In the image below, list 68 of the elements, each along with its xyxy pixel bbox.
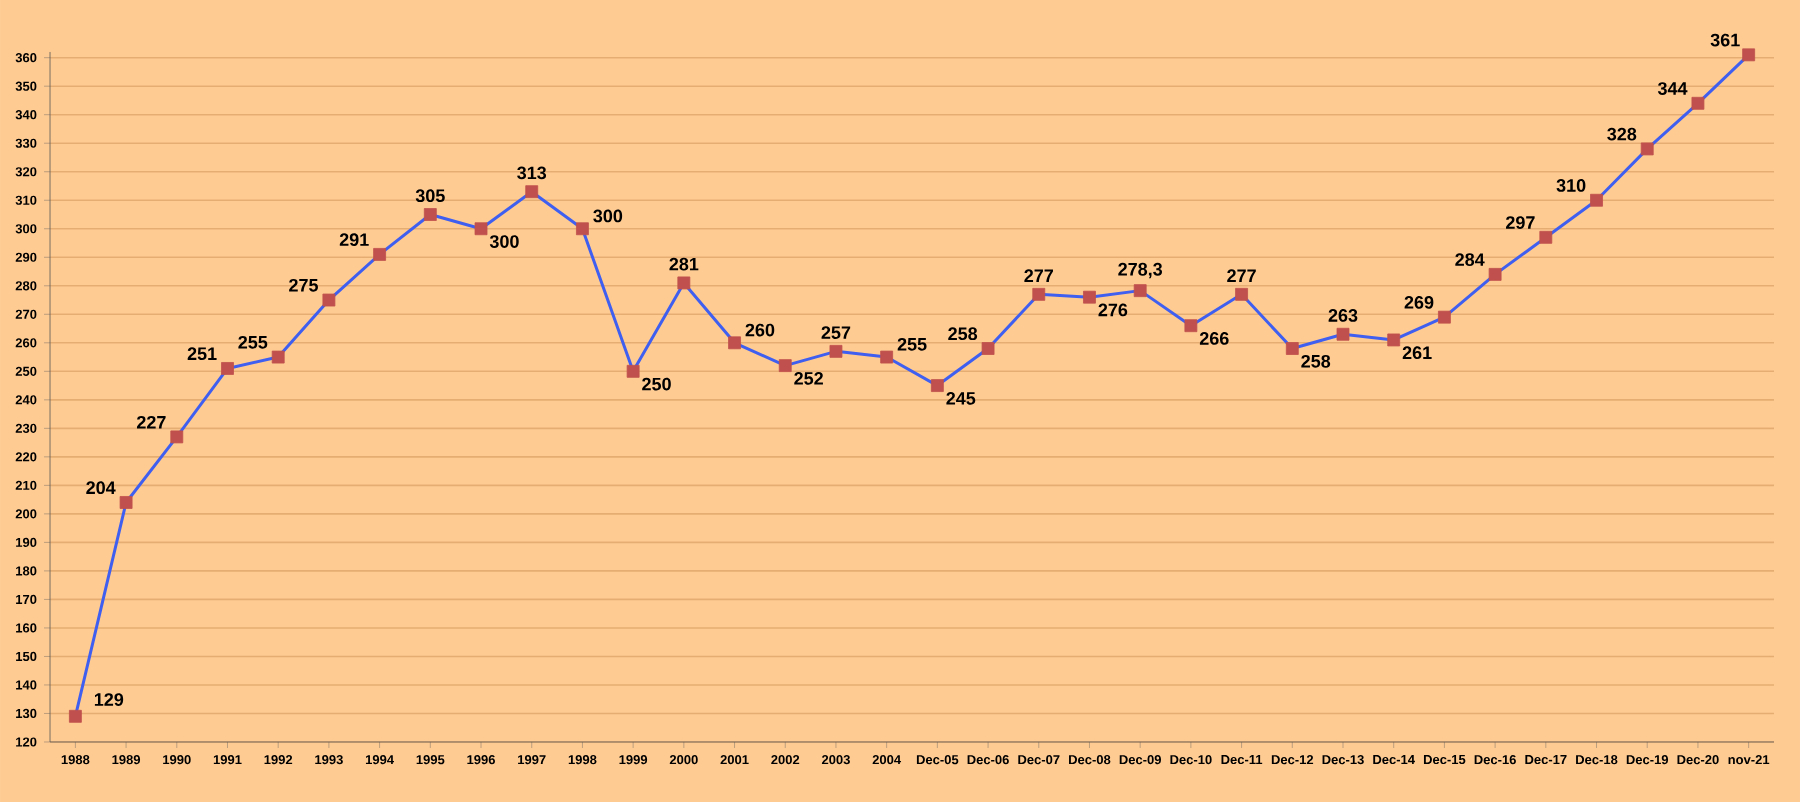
point bbox=[626, 364, 640, 378]
data-label: 275 bbox=[289, 278, 318, 292]
data-label: 291 bbox=[339, 233, 369, 247]
data-label: 277 bbox=[1227, 269, 1256, 282]
point bbox=[1742, 48, 1756, 62]
data-label: 344 bbox=[1657, 82, 1688, 95]
point bbox=[1387, 333, 1401, 347]
point bbox=[1285, 342, 1299, 355]
data-label: 281 bbox=[669, 257, 699, 271]
point bbox=[373, 248, 387, 261]
data-label: 251 bbox=[187, 347, 217, 361]
point bbox=[930, 379, 944, 392]
point bbox=[1691, 96, 1705, 110]
point bbox=[576, 222, 589, 236]
point bbox=[1133, 284, 1147, 298]
point bbox=[170, 430, 184, 444]
point bbox=[1336, 327, 1350, 341]
data-label: 361 bbox=[1710, 33, 1740, 47]
point bbox=[1184, 319, 1198, 333]
data-label: 257 bbox=[821, 326, 851, 339]
point bbox=[1539, 230, 1553, 244]
data-label: 250 bbox=[642, 377, 671, 391]
data-label: 297 bbox=[1506, 216, 1535, 229]
point bbox=[423, 208, 437, 221]
data-label: 276 bbox=[1098, 303, 1128, 317]
data-label: 129 bbox=[94, 693, 124, 706]
point bbox=[322, 293, 336, 307]
data-label: 260 bbox=[745, 323, 775, 337]
data-label: 204 bbox=[86, 481, 116, 495]
point bbox=[68, 709, 82, 723]
point bbox=[981, 342, 995, 355]
point bbox=[221, 362, 234, 375]
data-label: 313 bbox=[517, 166, 547, 180]
data-label: 300 bbox=[593, 209, 623, 223]
data-label: 300 bbox=[489, 235, 519, 248]
data-label: 328 bbox=[1607, 127, 1637, 141]
point bbox=[525, 185, 539, 199]
data-label: 258 bbox=[1301, 354, 1331, 368]
data-label: 266 bbox=[1199, 332, 1229, 345]
data-label: 258 bbox=[948, 327, 978, 341]
data-label: 278,3 bbox=[1118, 262, 1163, 279]
data-label: 305 bbox=[415, 189, 445, 203]
point bbox=[677, 276, 691, 290]
point bbox=[1438, 310, 1451, 324]
point bbox=[474, 222, 488, 236]
data-label: 261 bbox=[1402, 346, 1432, 360]
point bbox=[1032, 287, 1046, 301]
data-label: 284 bbox=[1455, 253, 1485, 266]
point bbox=[1590, 193, 1603, 207]
data-label: 269 bbox=[1404, 295, 1434, 309]
point bbox=[271, 350, 285, 364]
data-label: 255 bbox=[238, 335, 268, 349]
point bbox=[829, 344, 843, 358]
point bbox=[119, 496, 133, 509]
point bbox=[880, 350, 894, 364]
point bbox=[778, 359, 792, 373]
data-label: 310 bbox=[1556, 179, 1586, 192]
data-label: 263 bbox=[1328, 309, 1358, 322]
data-label: 277 bbox=[1024, 269, 1053, 282]
point bbox=[1235, 287, 1248, 301]
point bbox=[728, 336, 741, 350]
data-label: 252 bbox=[794, 372, 823, 385]
point bbox=[1640, 142, 1654, 156]
data-label: 245 bbox=[946, 391, 976, 405]
data-label: 227 bbox=[136, 415, 166, 429]
point bbox=[1083, 290, 1096, 304]
point bbox=[1488, 267, 1502, 281]
data-label: 255 bbox=[897, 337, 927, 351]
